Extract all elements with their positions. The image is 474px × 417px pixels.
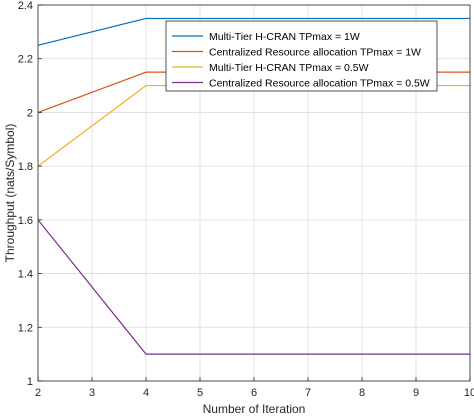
y-axis-ticks: 1 1.2 1.4 1.6 1.8 2 2.2 2.4: [18, 0, 42, 388]
x-tick-label: 2: [35, 387, 41, 399]
x-tick-label: 7: [305, 387, 311, 399]
x-tick-label: 5: [197, 387, 203, 399]
y-tick-label: 1.8: [18, 161, 33, 173]
legend-label-1: Multi-Tier H-CRAN TPmax = 1W: [209, 31, 360, 43]
legend-label-2: Centralized Resource allocation TPmax = …: [209, 47, 421, 59]
y-tick-label: 2: [27, 107, 33, 119]
legend-label-3: Multi-Tier H-CRAN TPmax = 0.5W: [209, 62, 369, 74]
x-axis-label: Number of Iteration: [203, 402, 306, 416]
y-axis-label: Throughput (nats/Symbol): [3, 124, 17, 263]
x-tick-label: 9: [413, 387, 419, 399]
y-tick-label: 1.2: [18, 322, 33, 334]
x-tick-label: 10: [464, 387, 474, 399]
legend-box: [165, 20, 438, 92]
x-tick-label: 8: [359, 387, 365, 399]
series-line-1: [37, 17, 470, 46]
y-tick-label: 1.6: [18, 215, 33, 227]
y-tick-label: 2.4: [18, 0, 33, 12]
y-tick-label: 1: [27, 376, 33, 388]
legend: Multi-Tier H-CRAN TPmax = 1W Centralized …: [165, 20, 438, 92]
x-tick-label: 4: [143, 387, 149, 399]
legend-label-4: Centralized Resource allocation TPmax = …: [209, 78, 430, 90]
x-tick-label: 6: [251, 387, 257, 399]
series-line-4: [37, 219, 470, 355]
y-tick-label: 2.2: [18, 54, 33, 66]
y-tick-label: 1.4: [18, 269, 33, 281]
x-tick-label: 3: [89, 387, 95, 399]
x-axis-ticks: 2 3 4 5 6 7 8 9 10: [35, 377, 474, 399]
